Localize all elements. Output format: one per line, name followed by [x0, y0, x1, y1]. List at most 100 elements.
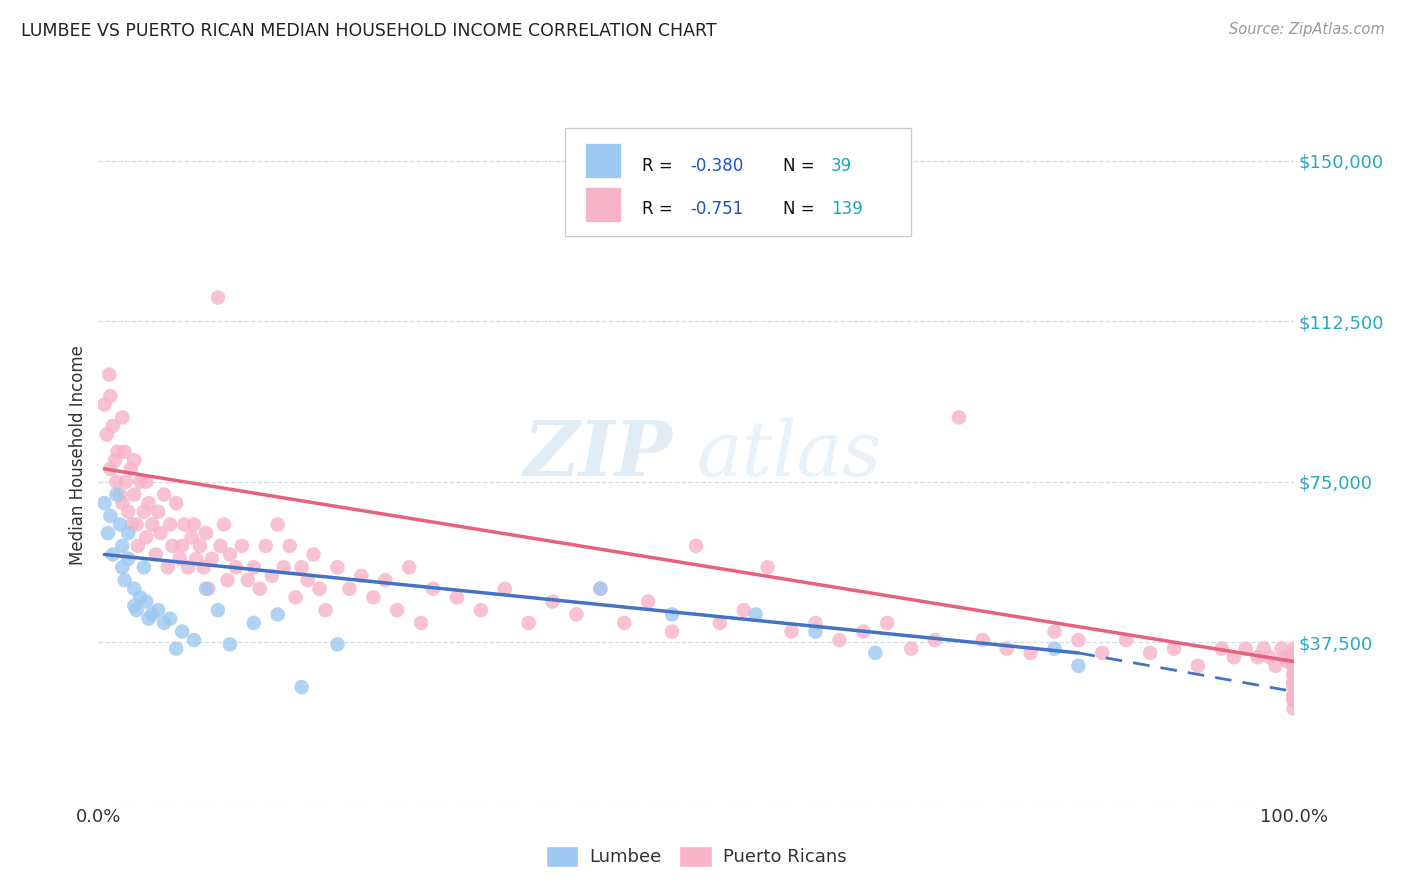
Point	[219, 548, 242, 562]
Point	[1282, 667, 1305, 681]
Point	[98, 508, 122, 523]
Point	[470, 603, 492, 617]
Point	[162, 539, 184, 553]
Point	[1253, 641, 1275, 656]
Point	[149, 526, 172, 541]
Text: atlas: atlas	[696, 418, 882, 491]
Point	[172, 539, 194, 553]
Point	[124, 487, 146, 501]
Point	[924, 633, 946, 648]
Text: ZIP: ZIP	[523, 418, 672, 491]
Text: 139: 139	[831, 201, 863, 219]
Point	[398, 560, 420, 574]
Point	[115, 475, 138, 489]
Point	[132, 560, 155, 574]
Point	[177, 560, 200, 574]
Point	[124, 599, 146, 613]
Point	[125, 603, 148, 617]
Point	[225, 560, 247, 574]
Point	[111, 496, 134, 510]
Point	[863, 646, 886, 660]
Point	[1043, 641, 1066, 656]
Point	[156, 560, 179, 574]
Point	[124, 582, 146, 596]
Text: R =: R =	[643, 201, 678, 219]
Point	[1282, 658, 1305, 673]
Point	[804, 615, 827, 630]
Point	[1258, 650, 1281, 665]
Point	[1043, 624, 1066, 639]
Point	[188, 539, 211, 553]
Point	[148, 603, 170, 617]
Point	[517, 615, 540, 630]
Point	[207, 291, 229, 305]
Point	[105, 475, 128, 489]
Point	[284, 591, 307, 605]
Point	[876, 615, 898, 630]
Point	[249, 582, 271, 596]
Point	[207, 603, 229, 617]
Point	[1282, 689, 1305, 703]
Point	[104, 453, 127, 467]
Text: R =: R =	[643, 157, 678, 175]
Point	[446, 591, 468, 605]
Point	[132, 505, 155, 519]
Point	[948, 410, 970, 425]
Text: N =: N =	[783, 201, 820, 219]
Point	[105, 487, 128, 501]
Point	[589, 582, 612, 596]
Point	[756, 560, 779, 574]
Point	[93, 398, 115, 412]
Point	[183, 633, 205, 648]
Point	[153, 615, 176, 630]
Point	[1246, 650, 1268, 665]
Point	[1282, 650, 1305, 665]
FancyBboxPatch shape	[585, 144, 620, 178]
Point	[1277, 655, 1299, 669]
Point	[96, 427, 118, 442]
Point	[350, 569, 373, 583]
Point	[260, 569, 283, 583]
Point	[1211, 641, 1233, 656]
Point	[709, 615, 731, 630]
Point	[159, 517, 181, 532]
Point	[1282, 689, 1305, 703]
Point	[1282, 658, 1305, 673]
Point	[141, 517, 163, 532]
Point	[159, 612, 181, 626]
Point	[1282, 701, 1305, 715]
Point	[180, 530, 202, 544]
Point	[337, 582, 360, 596]
Point	[111, 410, 134, 425]
Point	[745, 607, 768, 622]
Point	[1222, 650, 1246, 665]
Point	[243, 615, 266, 630]
Point	[326, 637, 349, 651]
Point	[201, 551, 224, 566]
Point	[1282, 676, 1305, 690]
Point	[212, 517, 235, 532]
Legend: Lumbee, Puerto Ricans: Lumbee, Puerto Ricans	[538, 838, 853, 874]
Point	[111, 560, 134, 574]
Point	[183, 517, 205, 532]
Y-axis label: Median Household Income: Median Household Income	[69, 345, 87, 565]
Point	[1282, 646, 1305, 660]
Point	[302, 548, 325, 562]
Point	[148, 505, 170, 519]
Point	[297, 573, 319, 587]
Point	[1282, 689, 1305, 703]
Point	[135, 530, 157, 544]
Point	[165, 641, 187, 656]
Point	[411, 615, 433, 630]
Point	[129, 475, 152, 489]
Point	[1282, 693, 1305, 707]
Point	[98, 368, 121, 382]
Point	[780, 624, 803, 639]
Point	[1282, 676, 1305, 690]
Point	[169, 551, 191, 566]
Point	[186, 551, 208, 566]
Point	[129, 591, 152, 605]
Point	[972, 633, 994, 648]
Point	[111, 539, 134, 553]
Point	[135, 475, 157, 489]
